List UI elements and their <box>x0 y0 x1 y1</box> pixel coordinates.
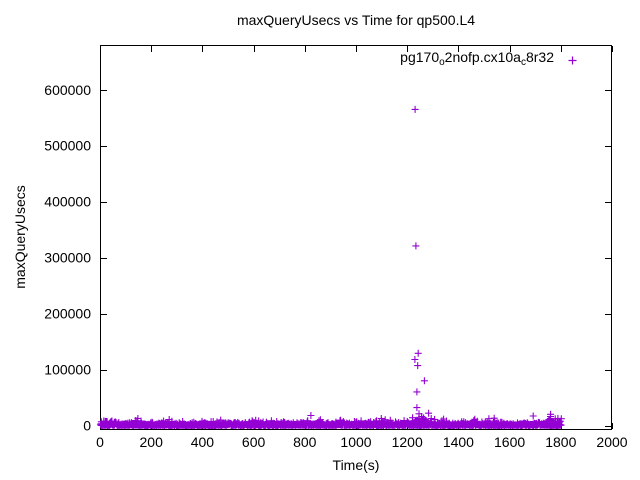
y-tick-label: 500000 <box>44 138 91 154</box>
x-tick-label: 200 <box>140 434 164 450</box>
chart-title: maxQueryUsecs vs Time for qp500.L4 <box>236 12 476 28</box>
legend-label-segment: 8r32 <box>525 49 554 65</box>
x-tick-label: 600 <box>242 434 266 450</box>
legend-label: pg170o2nofp.cx10ac8r32 <box>400 49 554 71</box>
legend-label-subscript: o <box>439 57 445 68</box>
data-points-series-0 <box>97 105 565 429</box>
tick-marks <box>100 46 613 429</box>
x-tick-label: 2000 <box>596 434 627 450</box>
legend: pg170o2nofp.cx10ac8r32 <box>400 49 578 71</box>
plot-area: 0 200 400 600 800 1000 1200 1400 1600 1800 2000 0 10… <box>44 45 628 450</box>
x-tick-label: 1600 <box>494 434 525 450</box>
y-tick-label: 400000 <box>44 194 91 210</box>
y-tick-label: 100000 <box>44 362 91 378</box>
x-tick-label: 800 <box>293 434 317 450</box>
y-tick-label: 0 <box>83 418 91 434</box>
x-tick-label: 1200 <box>392 434 423 450</box>
x-tick-label: 1400 <box>443 434 474 450</box>
plot-border <box>100 45 612 430</box>
x-tick-label: 400 <box>191 434 215 450</box>
y-axis-label: maxQueryUsecs <box>12 185 28 289</box>
x-tick-label: 1000 <box>340 434 371 450</box>
tick-labels: 0 200 400 600 800 1000 1200 1400 1600 1800 2000 0 10… <box>44 82 627 450</box>
x-axis-label: Time(s) <box>332 457 380 473</box>
legend-label-segment: pg170 <box>400 49 440 65</box>
legend-label-segment: 2nofp.cx10a <box>444 49 521 65</box>
legend-label-subscript: c <box>520 57 526 68</box>
plot-canvas: 0 200 400 600 800 1000 1200 1400 1600 1800 2000 0 10… <box>44 45 628 450</box>
x-tick-label: 0 <box>96 434 104 450</box>
x-tick-label: 1800 <box>545 434 576 450</box>
y-tick-label: 300000 <box>44 250 91 266</box>
legend-plus-marker <box>568 56 577 64</box>
y-tick-label: 600000 <box>44 82 91 98</box>
y-tick-label: 200000 <box>44 306 91 322</box>
